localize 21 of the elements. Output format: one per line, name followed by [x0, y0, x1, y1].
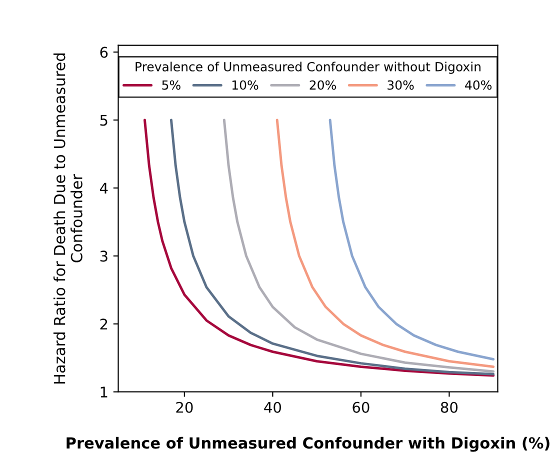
- x-tick-label: 40: [264, 402, 282, 413]
- y-tick-label: 3: [100, 250, 108, 262]
- x-tick-label: 20: [176, 402, 193, 413]
- legend-label: 20%: [310, 80, 336, 90]
- y-tick-label: 5: [100, 114, 108, 126]
- y-axis-title: Hazard Ratio for Death Due to Unmeasured Confounder: [53, 54, 82, 384]
- legend-title: Prevalence of Unmeasured Confounder without Digoxin: [136, 62, 480, 74]
- y-tick-label: 1: [100, 386, 108, 398]
- x-tick-label: 80: [440, 402, 458, 413]
- legend-label: 10%: [232, 80, 258, 90]
- y-tick-label: 6: [100, 46, 108, 58]
- legend-label: 40%: [465, 80, 492, 90]
- legend-label: 5%: [162, 80, 180, 90]
- y-tick-label: 4: [100, 182, 108, 194]
- y-tick-label: 2: [100, 318, 108, 330]
- line-series: [328, 118, 495, 360]
- line-series: [222, 118, 495, 373]
- legend-label: 30%: [388, 80, 414, 90]
- line-series: [276, 118, 495, 368]
- x-tick-label: 60: [352, 402, 370, 413]
- x-axis-title: Prevalence of Unmeasured Confounder with Digoxin (%): [66, 436, 550, 452]
